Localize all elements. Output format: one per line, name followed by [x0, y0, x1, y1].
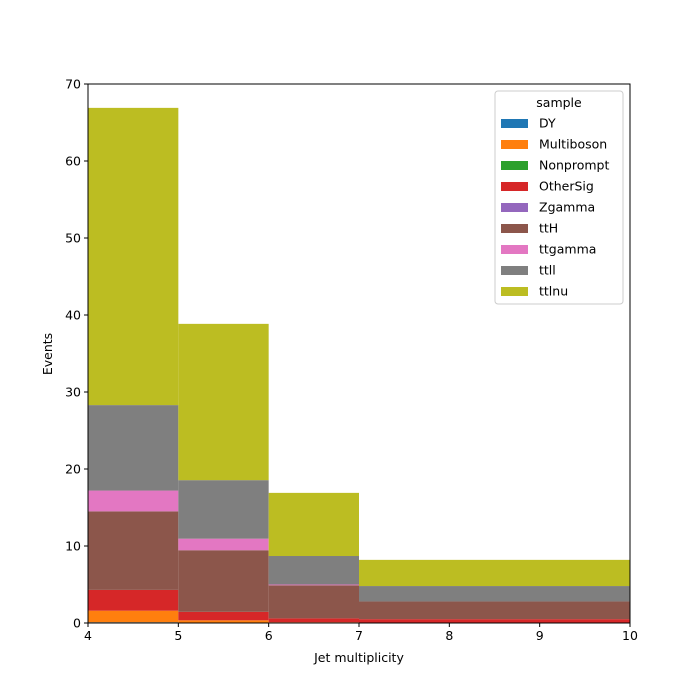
bar-ttll-bin-4 [359, 586, 630, 602]
legend: sample DY Multiboson Nonprompt OtherSig Zgam… [494, 90, 624, 305]
bar-ttgamma-bin-1 [88, 490, 179, 512]
y-tick-label: 60 [65, 154, 81, 169]
y-tick-label: 30 [65, 385, 81, 400]
bar-tth-bin-3 [268, 585, 359, 619]
bar-ttgamma-bin-2 [178, 538, 269, 551]
bar-ttlnu-bin-3 [268, 492, 359, 557]
y-tick-label: 20 [65, 462, 81, 477]
y-tick-label: 70 [65, 77, 81, 92]
bar-othersig-bin-3 [268, 618, 359, 623]
x-axis-ticks: 4 5 6 7 8 9 10 [84, 623, 638, 643]
y-tick-label: 10 [65, 539, 81, 554]
y-axis-label: Events [40, 333, 55, 375]
legend-swatch-ttll [501, 266, 528, 275]
legend-label-ttlnu: ttlnu [539, 284, 568, 299]
y-tick-label: 0 [73, 616, 81, 631]
legend-label-nonprompt: Nonprompt [539, 158, 609, 173]
legend-title: sample [536, 95, 582, 110]
x-tick-label: 5 [174, 628, 182, 643]
bar-ttgamma-bin-3 [268, 584, 359, 586]
legend-swatch-ttlnu [501, 287, 528, 296]
x-tick-label: 7 [355, 628, 363, 643]
legend-swatch-dy [501, 119, 528, 128]
legend-swatch-nonprompt [501, 161, 528, 170]
legend-label-tth: ttH [539, 221, 558, 236]
x-tick-label: 8 [445, 628, 453, 643]
x-tick-label: 9 [536, 628, 544, 643]
y-tick-label: 50 [65, 231, 81, 246]
x-tick-label: 6 [265, 628, 273, 643]
bar-othersig-bin-2 [178, 611, 269, 621]
legend-label-dy: DY [539, 116, 556, 131]
bar-tth-bin-2 [178, 550, 269, 612]
legend-swatch-ttgamma [501, 245, 528, 254]
bar-othersig-bin-1 [88, 589, 179, 611]
legend-label-ttgamma: ttgamma [539, 242, 596, 257]
legend-swatch-tth [501, 224, 528, 233]
bar-othersig-bin-4 [359, 619, 630, 623]
bar-multiboson-bin-2 [178, 620, 269, 623]
bar-ttll-bin-2 [178, 480, 269, 539]
y-tick-label: 40 [65, 308, 81, 323]
legend-swatch-othersig [501, 182, 528, 191]
bar-ttll-bin-3 [268, 556, 359, 585]
bar-tth-bin-4 [359, 601, 630, 620]
legend-label-ttll: ttll [539, 263, 556, 278]
bar-multiboson-bin-1 [88, 610, 179, 623]
x-tick-label: 4 [84, 628, 92, 643]
x-axis-label: Jet multiplicity [313, 650, 404, 665]
bar-ttlnu-bin-1 [88, 107, 179, 406]
y-axis-ticks: 0 10 20 30 40 50 60 70 [65, 77, 88, 631]
legend-label-multiboson: Multiboson [539, 137, 607, 152]
legend-swatch-zgamma [501, 203, 528, 212]
legend-label-othersig: OtherSig [539, 179, 594, 194]
histogram-bars [88, 107, 630, 623]
bar-ttlnu-bin-4 [359, 559, 630, 587]
bar-ttll-bin-1 [88, 405, 179, 491]
bar-ttlnu-bin-2 [178, 323, 269, 481]
legend-swatch-multiboson [501, 140, 528, 149]
legend-entries: DY Multiboson Nonprompt OtherSig Zgamma ttH tt… [501, 116, 609, 299]
legend-label-zgamma: Zgamma [539, 200, 595, 215]
bar-tth-bin-1 [88, 511, 179, 590]
x-tick-label: 10 [622, 628, 638, 643]
